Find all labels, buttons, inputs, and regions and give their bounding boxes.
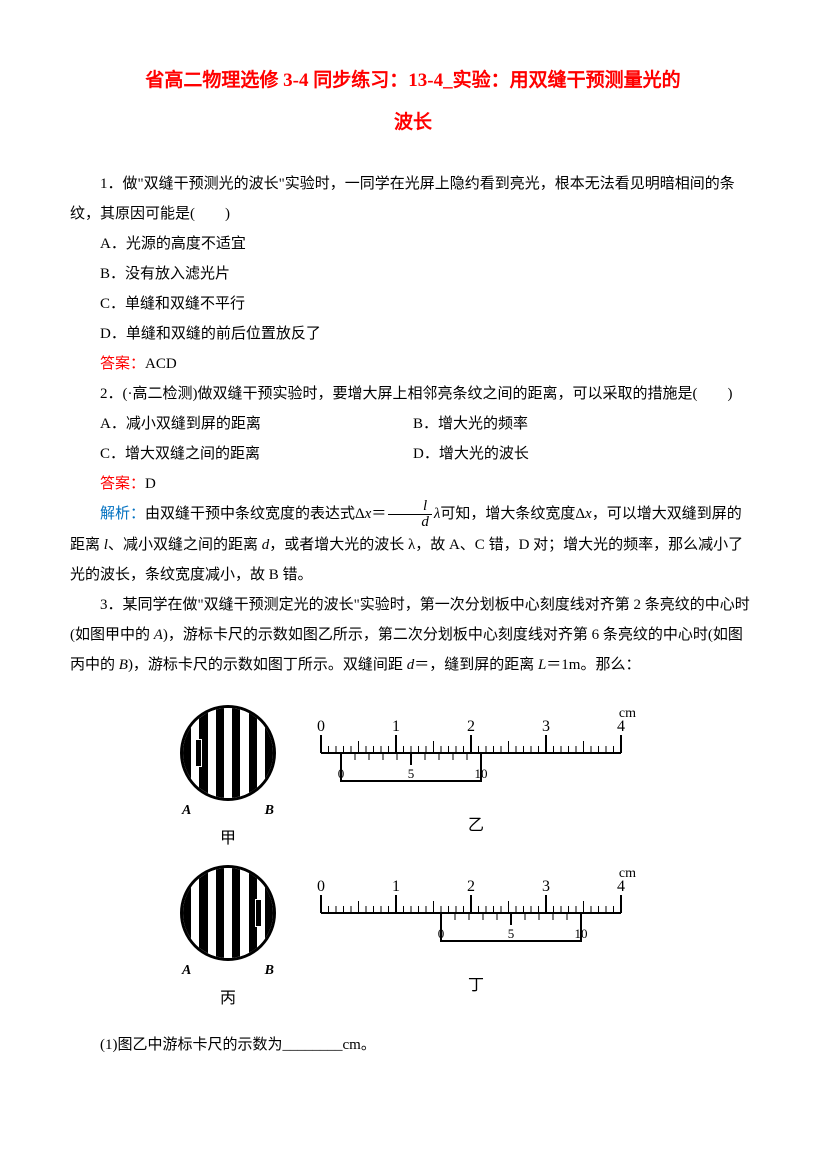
svg-text:10: 10 [575,926,588,941]
figure-jia: A B 甲 [180,705,276,855]
svg-text:2: 2 [467,718,475,735]
q2-eq: ＝ [371,506,386,522]
label-a: A [182,797,191,825]
q2-answer-line: 答案：D [70,469,756,499]
svg-text:1: 1 [392,718,400,735]
svg-text:4: 4 [617,718,625,735]
figure-ding: cm 012340510 丁 [306,865,646,1002]
q3-B: B [119,657,128,673]
q1-answer-label: 答案： [100,356,145,372]
q1-option-c: C．单缝和双缝不平行 [70,289,756,319]
title-line-1: 省高二物理选修 3-4 同步练习：13-4_实验：用双缝干预测量光的 [70,60,756,102]
q2-answer-text: D [145,476,156,492]
q2-analysis-label: 解析： [100,506,145,522]
marker-a [195,739,202,767]
q2-option-c: C．增大双缝之间的距离 [70,439,413,469]
q3-sub1: (1)图乙中游标卡尺的示数为________cm。 [70,1030,756,1060]
q2-analysis-pre: 由双缝干预中条纹宽度的表达式Δ [145,506,365,522]
svg-text:0: 0 [438,926,445,941]
q3-stem-e: ＝1m。那么： [546,657,640,673]
q3-stem-d: ＝，缝到屏的距离 [414,657,538,673]
interference-pattern-icon [180,865,276,961]
q2-post1: 可知，增大条纹宽度Δ [440,506,585,522]
q2-option-b: B．增大光的频率 [413,409,756,439]
q1-stem: 1．做"双缝干预测光的波长"实验时，一同学在光屏上隐约看到亮光，根本无法看见明暗… [70,169,756,229]
q1-answer-text: ACD [145,356,177,372]
caption-yi: 乙 [306,810,646,842]
interference-pattern-icon [180,705,276,801]
svg-text:0: 0 [317,878,325,895]
vernier-caliper-icon: cm 012340510 [306,705,646,795]
circle-labels-jia: A B [180,797,276,825]
q2-option-row-2: C．增大双缝之间的距离 D．增大光的波长 [70,439,756,469]
svg-text:5: 5 [508,926,515,941]
q2-post3: 、减小双缝之间的距离 [108,537,262,553]
q2-option-d: D．增大光的波长 [413,439,756,469]
label-a: A [182,957,191,985]
figure-block: A B 甲 cm 012340510 乙 A B [70,705,756,1015]
q1-option-b: B．没有放入滤光片 [70,259,756,289]
q1-option-a: A．光源的高度不适宜 [70,229,756,259]
circle-labels-bing: A B [180,957,276,985]
vernier-caliper-icon: cm 012340510 [306,865,646,955]
title-line-2: 波长 [70,102,756,144]
q3-A: A [154,627,163,643]
marker-b [255,899,262,927]
svg-text:2: 2 [467,878,475,895]
caption-ding: 丁 [306,970,646,1002]
svg-text:3: 3 [542,718,550,735]
q2-stem: 2．(·高二检测)做双缝干预实验时，要增大屏上相邻亮条纹之间的距离，可以采取的措… [70,379,756,409]
frac-den: d [388,515,432,530]
q3-stem-c: )，游标卡尺的示数如图丁所示。双缝间距 [128,657,407,673]
svg-text:5: 5 [408,766,415,781]
q2-option-row-1: A．减小双缝到屏的距离 B．增大光的频率 [70,409,756,439]
figure-row-2: A B 丙 cm 012340510 丁 [70,865,756,1015]
caption-jia: 甲 [180,823,276,855]
q1-answer-line: 答案：ACD [70,349,756,379]
figure-yi: cm 012340510 乙 [306,705,646,842]
q2-answer-label: 答案： [100,476,145,492]
q2-analysis: 解析：由双缝干预中条纹宽度的表达式Δx＝ldλ可知，增大条纹宽度Δx，可以增大双… [70,499,756,590]
caption-bing: 丙 [180,983,276,1015]
figure-bing: A B 丙 [180,865,276,1015]
frac-num: l [388,499,432,515]
figure-row-1: A B 甲 cm 012340510 乙 [70,705,756,855]
document-title: 省高二物理选修 3-4 同步练习：13-4_实验：用双缝干预测量光的 波长 [70,60,756,144]
svg-text:3: 3 [542,878,550,895]
svg-text:0: 0 [317,718,325,735]
label-b: B [265,957,274,985]
svg-text:1: 1 [392,878,400,895]
q1-option-d: D．单缝和双缝的前后位置放反了 [70,319,756,349]
svg-text:10: 10 [475,766,488,781]
svg-text:0: 0 [338,766,345,781]
q2-var-x2: x [585,506,592,522]
fraction-icon: ld [388,499,432,530]
svg-text:4: 4 [617,878,625,895]
label-b: B [265,797,274,825]
q3-stem: 3．某同学在做"双缝干预测定光的波长"实验时，第一次分划板中心刻度线对齐第 2 … [70,590,756,680]
q2-option-a: A．减小双缝到屏的距离 [70,409,413,439]
